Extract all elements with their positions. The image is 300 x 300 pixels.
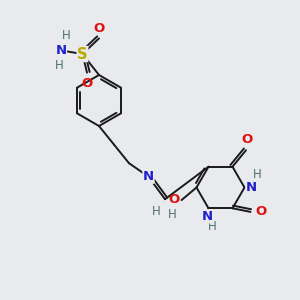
Text: S: S	[77, 46, 88, 62]
Text: O: O	[169, 193, 180, 206]
Text: H: H	[62, 29, 71, 42]
Text: O: O	[241, 133, 252, 146]
Text: O: O	[81, 76, 93, 89]
Text: H: H	[208, 220, 217, 233]
Text: H: H	[55, 59, 64, 72]
Text: O: O	[93, 22, 105, 34]
Text: H: H	[168, 208, 177, 221]
Text: H: H	[253, 168, 262, 181]
Text: N: N	[246, 181, 257, 194]
Text: N: N	[143, 170, 154, 183]
Text: H: H	[152, 205, 161, 218]
Text: N: N	[55, 44, 67, 57]
Text: O: O	[255, 206, 266, 218]
Text: N: N	[201, 210, 213, 223]
